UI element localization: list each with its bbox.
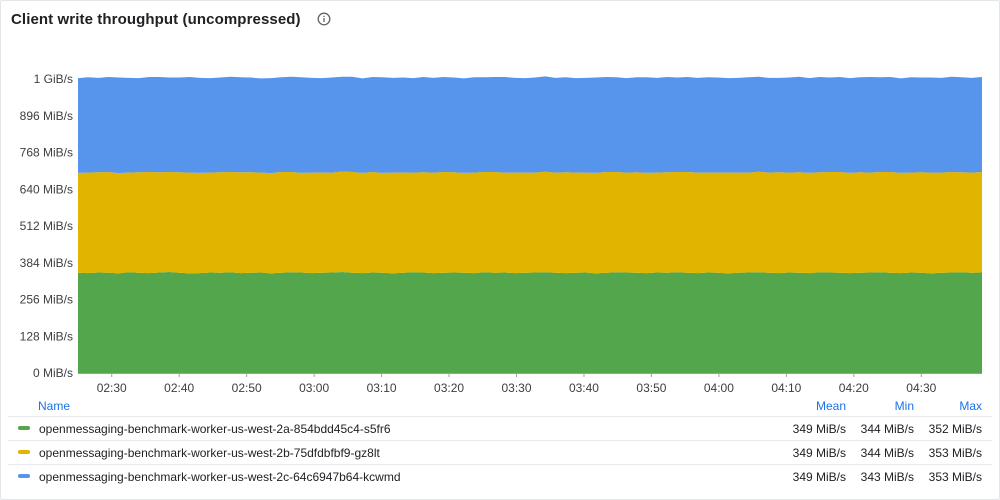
x-tick-label: 03:50	[636, 381, 666, 395]
legend-min-value: 344 MiB/s	[856, 440, 924, 465]
y-tick-label: 384 MiB/s	[20, 256, 73, 270]
legend-min-value: 344 MiB/s	[856, 416, 924, 441]
x-tick-label: 02:30	[97, 381, 127, 395]
legend-series-name: openmessaging-benchmark-worker-us-west-2…	[39, 421, 391, 436]
legend-swatch	[18, 425, 30, 430]
legend-max-value: 352 MiB/s	[924, 416, 992, 441]
series-area-2[interactable]	[78, 171, 982, 274]
y-tick-label: 128 MiB/s	[20, 329, 73, 343]
legend-header-min[interactable]: Min	[894, 399, 914, 413]
legend-max-value: 353 MiB/s	[924, 464, 992, 488]
chart-title: Client write throughput (uncompressed)	[11, 10, 301, 28]
y-tick-label: 256 MiB/s	[20, 293, 73, 307]
y-tick-label: 640 MiB/s	[20, 182, 73, 196]
legend-header-max[interactable]: Max	[959, 399, 982, 413]
legend-series-name-cell: openmessaging-benchmark-worker-us-west-2…	[8, 440, 793, 465]
legend-swatch	[18, 449, 30, 454]
x-tick-label: 03:30	[501, 381, 531, 395]
legend-header-name[interactable]: Name	[38, 399, 71, 413]
x-tick-label: 02:50	[232, 381, 262, 395]
chart-header: Client write throughput (uncompressed)	[11, 8, 331, 30]
legend-header-mean[interactable]: Mean	[815, 399, 846, 413]
legend-series-name: openmessaging-benchmark-worker-us-west-2…	[39, 445, 380, 460]
legend-mean-value: 349 MiB/s	[792, 440, 856, 465]
y-tick-label: 1 GiB/s	[34, 72, 73, 86]
legend-series-name-cell: openmessaging-benchmark-worker-us-west-2…	[8, 464, 793, 488]
x-tick-label: 04:20	[839, 381, 869, 395]
legend-max-value: 353 MiB/s	[924, 440, 992, 465]
legend-row[interactable]: openmessaging-benchmark-worker-us-west-2…	[8, 416, 992, 441]
stacked-areas	[78, 76, 982, 373]
y-tick-label: 512 MiB/s	[20, 219, 73, 233]
y-axis: 0 MiB/s 128 MiB/s 256 MiB/s 384 MiB/s 512 Mi…	[20, 72, 73, 380]
y-tick-label: 0 MiB/s	[33, 366, 73, 380]
legend-mean-value: 349 MiB/s	[792, 416, 856, 441]
y-tick-label: 896 MiB/s	[20, 109, 73, 123]
legend-swatch	[18, 473, 30, 478]
area-chart: 0 MiB/s 128 MiB/s 256 MiB/s 384 MiB/s 512 Mi…	[20, 72, 982, 395]
legend-min-value: 343 MiB/s	[856, 464, 924, 488]
legend-row[interactable]: openmessaging-benchmark-worker-us-west-2…	[8, 464, 992, 488]
x-axis: 02:30 02:40 02:50 03:00 03:10 03:20 03:30 03:40…	[78, 373, 982, 395]
legend-table: Name Mean Min Max openmessaging-benchmar…	[8, 396, 992, 488]
x-tick-label: 03:20	[434, 381, 464, 395]
legend-series-name-cell: openmessaging-benchmark-worker-us-west-2…	[8, 416, 793, 441]
info-icon[interactable]	[317, 12, 331, 26]
y-tick-label: 768 MiB/s	[20, 146, 73, 160]
x-tick-label: 03:10	[367, 381, 397, 395]
x-tick-label: 04:10	[771, 381, 801, 395]
x-tick-label: 03:40	[569, 381, 599, 395]
legend-row[interactable]: openmessaging-benchmark-worker-us-west-2…	[8, 440, 992, 465]
series-area-3[interactable]	[78, 76, 982, 174]
legend-mean-value: 349 MiB/s	[792, 464, 856, 488]
x-tick-label: 04:00	[704, 381, 734, 395]
x-tick-label: 03:00	[299, 381, 329, 395]
series-area-1[interactable]	[78, 271, 982, 373]
x-tick-label: 02:40	[164, 381, 194, 395]
legend-series-name: openmessaging-benchmark-worker-us-west-2…	[39, 469, 401, 484]
x-tick-label: 04:30	[906, 381, 936, 395]
legend-rows: openmessaging-benchmark-worker-us-west-2…	[8, 416, 992, 488]
